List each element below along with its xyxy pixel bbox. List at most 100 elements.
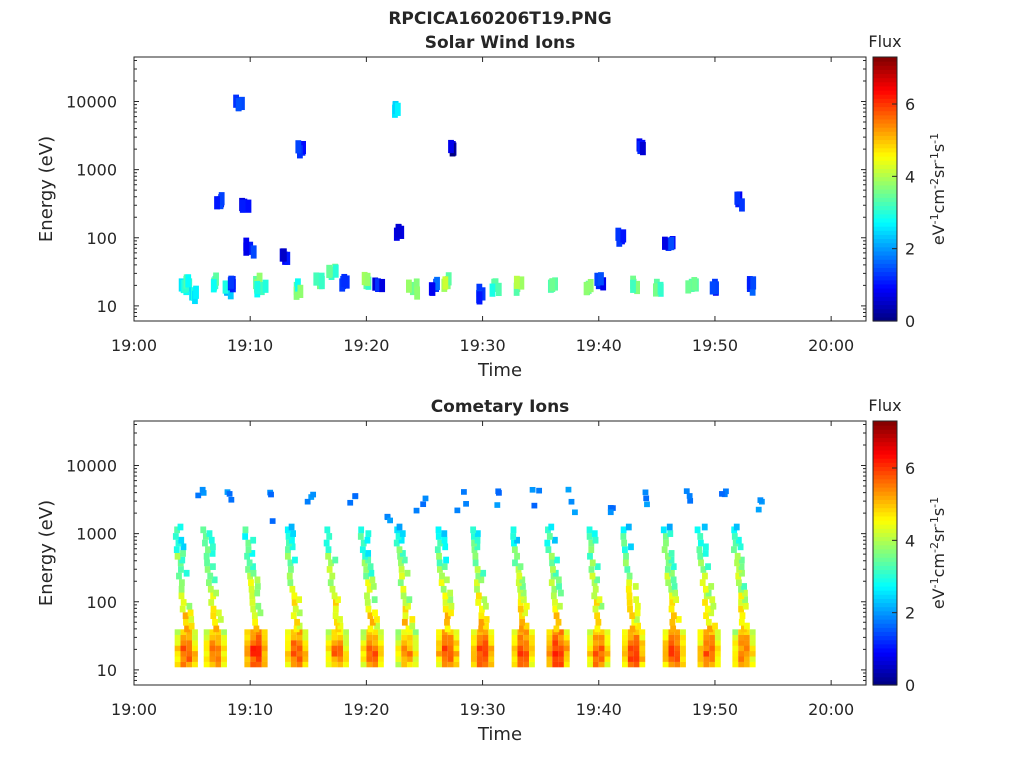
heatmap-cell xyxy=(337,622,344,630)
heatmap-cell xyxy=(447,650,454,657)
heatmap-cell xyxy=(405,602,411,610)
heatmap-cell xyxy=(337,616,343,623)
heatmap-cell xyxy=(221,640,227,646)
heatmap-cell xyxy=(180,661,187,668)
heatmap-cell xyxy=(325,640,332,646)
heatmap-cell xyxy=(192,656,198,662)
heatmap-cell xyxy=(517,645,524,652)
heatmap-cell xyxy=(326,264,333,279)
heatmap-cell xyxy=(399,530,406,537)
heatmap-cell xyxy=(482,629,489,635)
heatmap-cell xyxy=(214,196,220,210)
heatmap-cell xyxy=(488,661,495,668)
heatmap-cell xyxy=(207,585,214,593)
heatmap-cell xyxy=(325,645,332,652)
heatmap-cell xyxy=(739,569,745,577)
colorbar-segment xyxy=(873,454,897,459)
heatmap-cell xyxy=(180,629,187,635)
heatmap-cell xyxy=(412,629,419,635)
heatmap-cell xyxy=(215,634,222,641)
heatmap-cell xyxy=(680,656,686,662)
heatmap-cell xyxy=(552,634,559,641)
heatmap-cell xyxy=(365,605,372,613)
heatmap-cell xyxy=(401,556,408,564)
heatmap-cell xyxy=(375,278,381,292)
heatmap-cell xyxy=(529,656,535,662)
heatmap-cell xyxy=(261,634,268,641)
colorbar-segment xyxy=(873,474,897,480)
heatmap-cell xyxy=(325,661,332,668)
heatmap-cell xyxy=(587,278,594,293)
heatmap-cell xyxy=(697,640,704,646)
heatmap-cell xyxy=(709,645,715,652)
heatmap-cell xyxy=(702,585,709,593)
heatmap-cell xyxy=(563,640,570,646)
heatmap-cell xyxy=(488,650,495,657)
panel-cometary: Cometary Ions 19:00 19:10 19:20 19:30 19:40 1… xyxy=(36,396,948,745)
heatmap-cell xyxy=(633,661,640,668)
heatmap-cell xyxy=(326,566,333,573)
colorbar-segment xyxy=(873,98,897,103)
heatmap-cell xyxy=(474,530,481,537)
heatmap-cell xyxy=(244,634,251,641)
heatmap-cell xyxy=(178,592,185,600)
heatmap-cell xyxy=(517,656,524,662)
heatmap-cell xyxy=(696,546,703,553)
heatmap-cell xyxy=(481,596,488,603)
heatmap-cell xyxy=(707,625,713,633)
heatmap-cell xyxy=(470,634,477,641)
heatmap-cell xyxy=(290,650,297,657)
heatmap-cell xyxy=(514,536,520,544)
heatmap-cell xyxy=(405,625,412,633)
colorbar-segment xyxy=(873,437,897,443)
heatmap-cell xyxy=(285,640,291,646)
heatmap-cell xyxy=(515,579,522,587)
heatmap-cell xyxy=(697,552,704,560)
heatmap-cell xyxy=(261,656,268,662)
colorbar-segment xyxy=(873,652,897,657)
panel-title-solar-wind: Solar Wind Ions xyxy=(425,33,576,53)
heatmap-cell xyxy=(702,572,708,580)
heatmap-cell xyxy=(734,559,740,567)
heatmap-cell xyxy=(556,583,562,590)
heatmap-cell xyxy=(639,661,646,668)
heatmap-cell xyxy=(209,650,216,657)
heatmap-cell xyxy=(284,526,291,534)
heatmap-cell xyxy=(296,622,303,630)
heatmap-cell xyxy=(290,661,297,668)
heatmap-cell xyxy=(412,656,419,662)
heatmap-cell xyxy=(366,640,373,646)
heatmap-cell xyxy=(254,280,261,295)
heatmap-cell xyxy=(691,277,698,291)
heatmap-cell xyxy=(249,550,256,557)
heatmap-cell xyxy=(520,596,527,603)
heatmap-cell xyxy=(474,536,481,544)
heatmap-cell xyxy=(407,650,413,657)
heatmap-cell xyxy=(660,526,667,534)
heatmap-cell xyxy=(192,640,198,646)
heatmap-cell xyxy=(180,543,187,551)
heatmap-cell xyxy=(734,552,741,560)
heatmap-cell xyxy=(552,645,559,652)
heatmap-cell xyxy=(661,546,668,553)
heatmap-cell xyxy=(407,634,413,641)
heatmap-cell xyxy=(598,661,605,668)
heatmap-cell xyxy=(442,543,449,551)
heatmap-cell xyxy=(630,279,636,293)
heatmap-cell xyxy=(586,526,593,534)
heatmap-cell xyxy=(370,583,377,590)
heatmap-cell xyxy=(531,502,538,509)
heatmap-cell xyxy=(310,491,317,498)
heatmap-cell xyxy=(670,563,677,570)
colorbar-segment xyxy=(873,445,897,451)
heatmap-cell xyxy=(666,523,673,531)
heatmap-cell xyxy=(333,618,340,626)
colorbar-segment xyxy=(873,184,897,190)
heatmap-cell xyxy=(554,556,560,564)
x-tick-label: 19:40 xyxy=(576,336,622,355)
heatmap-cell xyxy=(587,650,593,657)
heatmap-cell xyxy=(553,612,560,620)
heatmap-cell xyxy=(262,279,269,293)
colorbar-segment xyxy=(873,643,897,649)
heatmap-cell xyxy=(257,609,264,617)
